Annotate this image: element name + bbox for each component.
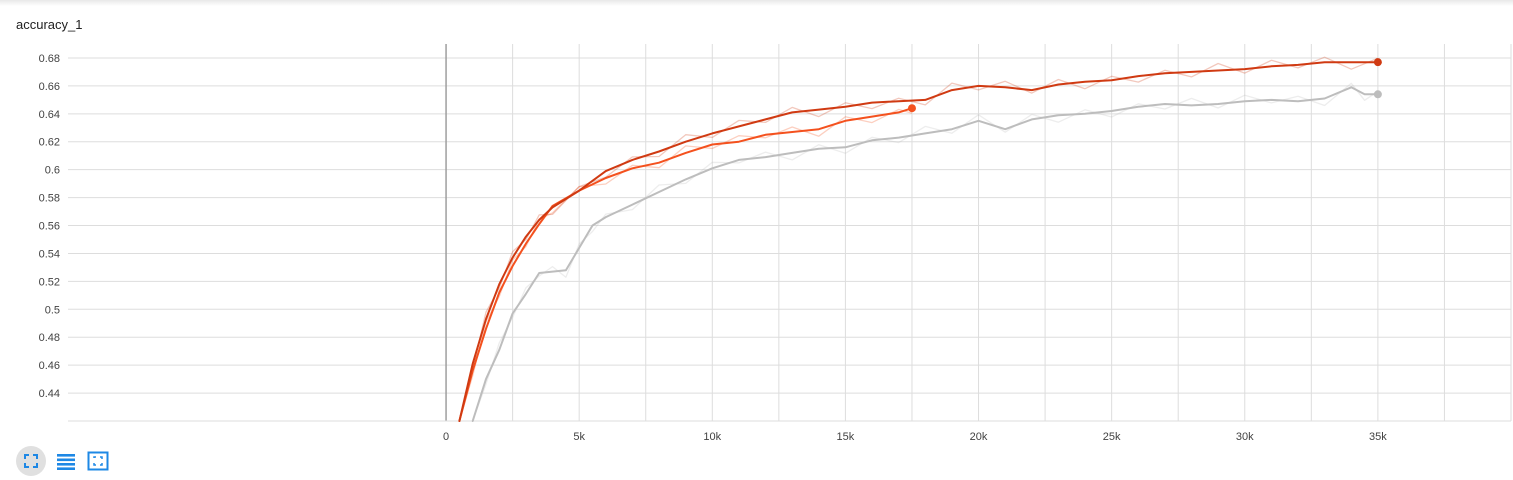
fit-domain-button[interactable] [86, 446, 110, 476]
x-tick-label: 20k [970, 431, 988, 440]
y-tick-label: 0.62 [39, 137, 60, 149]
y-tick-label: 0.54 [39, 248, 60, 260]
series-lines [458, 56, 1379, 422]
series-raw-line [458, 56, 1379, 422]
axes [68, 44, 1511, 422]
x-tick-label: 25k [1103, 431, 1121, 440]
x-tick-label: 10k [703, 431, 721, 440]
y-tick-label: 0.44 [39, 388, 60, 400]
line-chart: 0.44 0.46 0.48 0.5 0.52 0.54 0.56 0.58 0.6 0.62 0.… [39, 44, 1512, 440]
x-tick-label: 30k [1236, 431, 1254, 440]
data-table-icon [57, 454, 75, 470]
expand-chart-button[interactable] [16, 446, 46, 476]
fullscreen-icon [24, 454, 38, 468]
series-line [458, 61, 1379, 422]
y-tick-label: 0.66 [39, 81, 60, 93]
x-tick-label: 15k [837, 431, 855, 440]
toggle-data-table-button[interactable] [54, 446, 78, 476]
y-tick-label: 0.5 [45, 304, 60, 316]
series-line [458, 107, 913, 422]
y-tick-label: 0.56 [39, 221, 60, 233]
top-divider [0, 0, 1513, 6]
chart-toolbar [16, 446, 110, 476]
end-markers [907, 58, 1382, 113]
y-tick-label: 0.48 [39, 332, 60, 344]
y-tick-label: 0.64 [39, 109, 60, 121]
y-tick-label: 0.68 [39, 53, 60, 65]
y-tick-label: 0.58 [39, 193, 60, 205]
y-tick-label: 0.52 [39, 276, 60, 288]
series-end-point [1373, 58, 1382, 67]
series-raw-line [458, 108, 913, 422]
series-end-point [1373, 90, 1382, 99]
y-tick-label: 0.6 [45, 165, 60, 177]
chart-title: accuracy_1 [16, 17, 83, 32]
series-end-point [907, 104, 916, 113]
x-tick-label: 0 [443, 431, 449, 440]
series-line [471, 86, 1379, 422]
x-tick-label: 35k [1369, 431, 1387, 440]
x-tick-label: 5k [573, 431, 585, 440]
fit-domain-icon [87, 451, 109, 471]
tick-labels: 0.44 0.46 0.48 0.5 0.52 0.54 0.56 0.58 0.6 0.62 0.… [39, 53, 1388, 440]
y-tick-label: 0.46 [39, 360, 60, 372]
